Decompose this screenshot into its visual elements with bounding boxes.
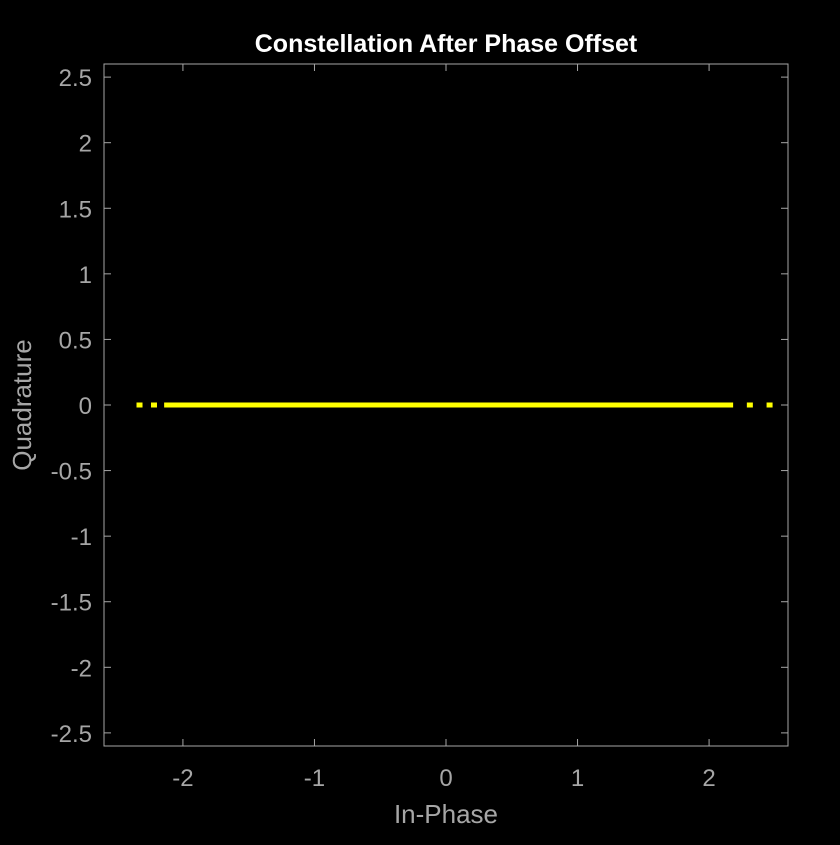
data-marks [136,402,773,408]
data-point [640,402,647,408]
data-point [692,402,699,408]
data-point [150,402,157,408]
data-point [766,402,773,408]
data-point [136,402,143,408]
x-tick-label: 0 [439,765,452,792]
y-tick-label: 0 [79,393,92,420]
x-tick-label: -2 [172,765,193,792]
tick-marks [104,64,788,746]
y-tick-label: -2.5 [51,721,92,748]
data-point [311,402,318,408]
x-axis-label: In-Phase [394,799,498,829]
y-tick-label: -1 [71,524,92,551]
data-point [574,402,581,408]
y-tick-label: 1 [79,262,92,289]
data-point [232,402,239,408]
y-tick-label: 2.5 [59,65,92,92]
x-tick-label: -1 [304,765,325,792]
y-tick-label: -0.5 [51,459,92,486]
y-tick-label: -1.5 [51,590,92,617]
y-axis-label: Quadrature [7,339,37,471]
data-point [443,402,449,408]
chart-title: Constellation After Phase Offset [255,30,638,58]
tick-labels: -2 -1 0 1 2 2.5 2 1.5 1 0.5 0 -0.5 -1 -1.5 -2 -2.5 [51,65,716,792]
data-point [727,402,734,408]
x-tick-label: 1 [571,765,584,792]
data-point [377,402,384,408]
y-tick-label: 1.5 [59,196,92,223]
y-tick-label: -2 [71,655,92,682]
data-point [746,402,753,408]
data-point [164,402,171,408]
x-tick-label: 2 [702,765,715,792]
data-point [508,402,515,408]
y-tick-label: 2 [79,131,92,158]
y-tick-label: 0.5 [59,327,92,354]
